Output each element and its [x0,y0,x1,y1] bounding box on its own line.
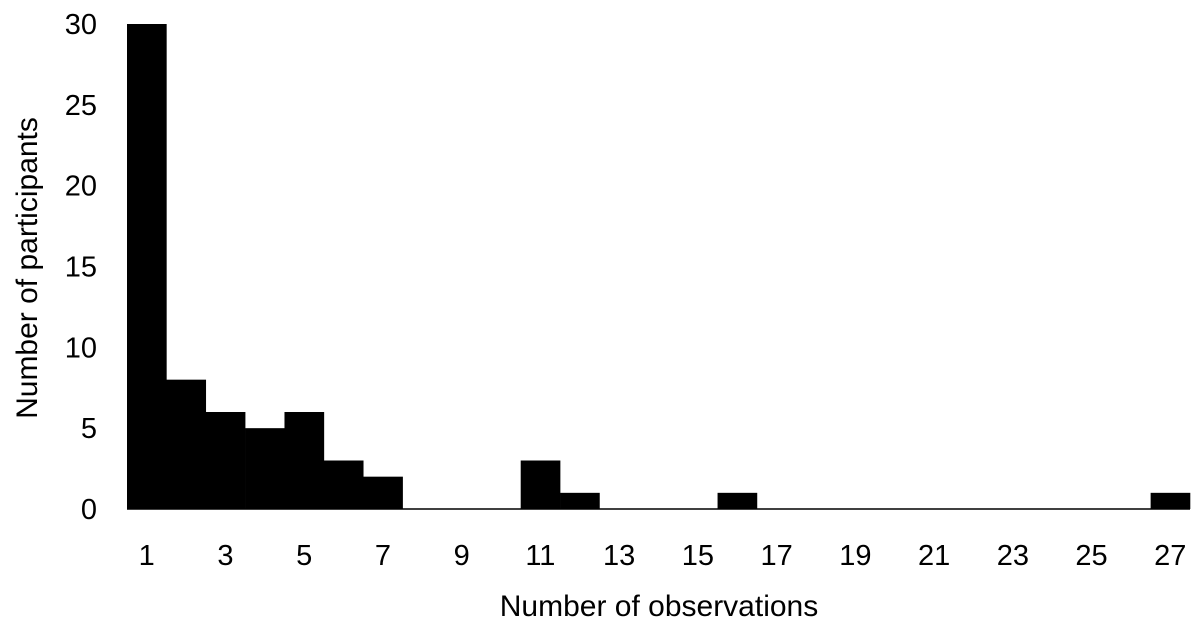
x-tick-label: 21 [918,540,950,572]
y-tick-label: 30 [65,9,97,41]
y-tick-label: 0 [81,494,97,526]
x-axis-ticks: 1 3 5 7 9 11 13 15 17 19 21 23 25 27 [139,540,1187,572]
y-axis-ticks: 0 5 10 15 20 25 30 [65,9,97,526]
bar-16 [717,492,758,509]
x-tick-label: 17 [760,540,792,572]
x-tick-label: 9 [454,540,470,572]
y-tick-label: 25 [65,90,97,122]
bar-4 [245,428,285,509]
bars-group [127,24,1191,509]
x-tick-label: 19 [839,540,871,572]
x-tick-label: 27 [1154,540,1186,572]
bar-3 [205,412,246,509]
bar-6 [323,460,364,509]
x-axis-title: Number of observations [500,590,819,623]
x-tick-label: 1 [139,540,155,572]
x-tick-label: 5 [296,540,312,572]
x-tick-label: 15 [682,540,714,572]
x-tick-label: 11 [525,540,555,572]
bar-2 [166,379,207,509]
bar-5 [284,412,325,509]
x-tick-label: 13 [603,540,635,572]
y-tick-label: 15 [65,252,97,284]
y-axis-title: Number of participants [11,117,44,419]
x-tick-label: 25 [1075,540,1107,572]
bar-7 [363,476,403,509]
x-tick-label: 3 [217,540,233,572]
y-tick-label: 20 [65,171,97,203]
y-tick-label: 5 [81,413,97,445]
bar-27 [1150,492,1191,509]
y-tick-label: 10 [65,332,97,364]
bar-12 [560,492,600,509]
bar-1 [127,24,167,509]
x-tick-label: 23 [997,540,1029,572]
bar-11 [520,460,561,509]
x-tick-label: 7 [375,540,391,572]
